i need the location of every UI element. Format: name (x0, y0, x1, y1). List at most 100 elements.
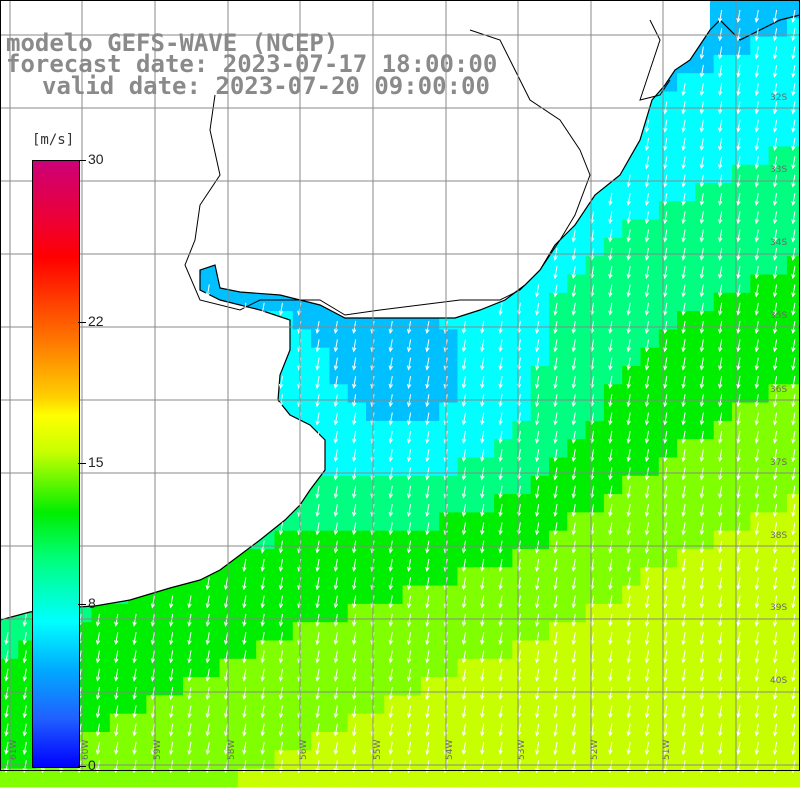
wind-arrow (480, 504, 485, 518)
wind-speed-cell (695, 128, 715, 147)
wind-arrow (260, 540, 265, 554)
wind-speed-cell (622, 366, 641, 385)
wind-arrow (498, 723, 503, 737)
wind-speed-cell (402, 622, 422, 641)
wind-speed-cell (0, 622, 19, 641)
wind-arrow (223, 705, 229, 719)
wind-speed-cell (439, 439, 458, 458)
wind-arrow (608, 266, 613, 280)
wind-speed-cell (457, 713, 477, 733)
wind-speed-cell (713, 256, 733, 275)
wind-speed-cell (347, 549, 367, 568)
wind-arrow (754, 558, 759, 572)
colorbar (32, 160, 80, 768)
wind-arrow (644, 504, 650, 518)
wind-speed-cell (494, 603, 513, 623)
wind-arrow (22, 705, 27, 719)
wind-arrow (22, 632, 27, 646)
wind-speed-cell (164, 640, 184, 660)
wind-arrow (626, 485, 631, 499)
wind-arrow (535, 577, 540, 591)
wind-arrow (242, 595, 247, 609)
wind-speed-cell (366, 549, 385, 568)
wind-speed-cell (549, 475, 568, 495)
wind-speed-cell (439, 768, 458, 788)
wind-arrow (718, 741, 723, 755)
wind-speed-cell (732, 530, 751, 550)
wind-speed-cell (786, 439, 800, 458)
wind-speed-cell (384, 658, 404, 678)
wind-speed-cell (475, 622, 495, 641)
wind-arrow (772, 101, 778, 115)
wind-arrow (388, 522, 393, 536)
wind-speed-cell (622, 603, 641, 623)
wind-speed-cell (292, 750, 312, 770)
wind-speed-cell (439, 695, 458, 715)
wind-arrow (22, 613, 27, 627)
wind-speed-cell (622, 475, 641, 495)
wind-arrow (754, 83, 759, 97)
wind-speed-cell (695, 713, 715, 733)
wind-speed-cell (494, 549, 513, 568)
wind-arrow (260, 705, 265, 719)
wind-arrow (644, 668, 650, 682)
wind-arrow (223, 723, 229, 737)
wind-arrow (626, 339, 631, 353)
wind-arrow (205, 284, 210, 298)
wind-speed-cell (347, 530, 367, 550)
wind-arrow (425, 375, 430, 389)
wind-speed-cell (658, 512, 678, 532)
wind-speed-cell (549, 329, 568, 349)
wind-arrow (132, 705, 137, 719)
wind-arrow (498, 705, 503, 719)
wind-speed-cell (109, 603, 129, 623)
wind-arrow (663, 229, 668, 243)
wind-speed-cell (292, 567, 312, 587)
wind-speed-cell (366, 658, 385, 678)
wind-arrow (223, 595, 229, 609)
wind-arrow (95, 687, 101, 701)
wind-arrow (644, 705, 650, 719)
wind-speed-cell (475, 402, 495, 422)
wind-arrow (663, 101, 668, 115)
wind-speed-cell (786, 420, 800, 440)
wind-speed-cell (457, 750, 477, 770)
wind-speed-cell (768, 475, 788, 495)
wind-speed-cell (640, 219, 660, 239)
wind-speed-cell (732, 768, 751, 788)
wind-speed-cell (658, 475, 678, 495)
wind-arrow (663, 211, 668, 225)
wind-speed-cell (567, 512, 587, 532)
wind-arrow (553, 339, 558, 353)
wind-arrow (498, 485, 503, 499)
wind-speed-cell (695, 109, 715, 129)
wind-speed-cell (658, 329, 678, 349)
wind-arrow (681, 577, 686, 591)
wind-speed-cell (494, 475, 513, 495)
wind-arrow (791, 632, 796, 646)
wind-speed-cell (732, 73, 751, 92)
wind-speed-cell (420, 457, 440, 477)
wind-arrow (681, 595, 686, 609)
wind-speed-cell (384, 567, 404, 587)
wind-arrow (663, 357, 668, 371)
wind-speed-cell (695, 91, 715, 111)
wind-speed-cell (366, 457, 385, 477)
wind-speed-cell (603, 292, 623, 312)
wind-arrow (315, 485, 320, 499)
wind-arrow (388, 485, 393, 499)
wind-arrow (754, 339, 759, 353)
wind-speed-cell (475, 366, 495, 385)
wind-arrow (754, 211, 759, 225)
wind-arrow (681, 119, 686, 133)
wind-arrow (425, 504, 430, 518)
wind-speed-cell (732, 237, 751, 257)
wind-speed-cell (329, 420, 349, 440)
wind-speed-cell (475, 439, 495, 458)
wind-arrow (699, 192, 705, 206)
wind-speed-cell (256, 549, 275, 568)
wind-speed-cell (494, 640, 513, 660)
wind-speed-cell (713, 91, 733, 111)
wind-speed-cell (585, 658, 605, 678)
colorbar-tick (78, 766, 86, 767)
